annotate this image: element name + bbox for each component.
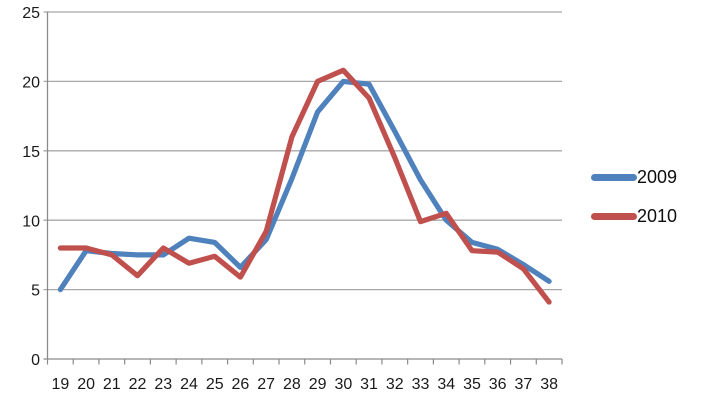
x-tick-label: 27 bbox=[257, 376, 275, 393]
y-tick-label: 10 bbox=[22, 213, 40, 230]
x-tick-label: 20 bbox=[77, 376, 95, 393]
x-tick-label: 37 bbox=[515, 376, 533, 393]
x-tick-label: 22 bbox=[129, 376, 147, 393]
y-tick-label: 0 bbox=[31, 352, 40, 369]
legend-label-2009: 2009 bbox=[637, 167, 678, 187]
series-line-2009[interactable] bbox=[57, 78, 552, 293]
x-tick-label: 31 bbox=[360, 376, 378, 393]
y-tick-label: 5 bbox=[31, 283, 40, 300]
x-tick-label: 30 bbox=[334, 376, 352, 393]
x-tick-label: 19 bbox=[51, 376, 69, 393]
x-tick-label: 38 bbox=[540, 376, 558, 393]
x-tick-label: 21 bbox=[103, 376, 121, 393]
y-tick-label: 20 bbox=[22, 74, 40, 91]
x-tick-label: 34 bbox=[437, 376, 455, 393]
x-tick-label: 26 bbox=[232, 376, 250, 393]
x-tick-label: 23 bbox=[154, 376, 172, 393]
legend-item-2010[interactable]: 2010 bbox=[591, 206, 677, 226]
x-tick-label: 35 bbox=[463, 376, 481, 393]
legend-swatch-2009 bbox=[591, 173, 637, 181]
legend-item-2009[interactable]: 2009 bbox=[591, 167, 677, 187]
x-tick-label: 32 bbox=[386, 376, 404, 393]
x-tick-label: 28 bbox=[283, 376, 301, 393]
x-tick-label: 33 bbox=[412, 376, 430, 393]
legend-label-2010: 2010 bbox=[637, 206, 678, 226]
y-tick-label: 25 bbox=[22, 5, 40, 22]
y-tick-label: 15 bbox=[22, 144, 40, 161]
x-tick-label: 24 bbox=[180, 376, 198, 393]
legend: 2009 2010 bbox=[591, 167, 677, 226]
legend-swatch-2010 bbox=[591, 212, 637, 220]
series-line-2010[interactable] bbox=[57, 67, 552, 305]
x-tick-label: 25 bbox=[206, 376, 224, 393]
x-tick-label: 36 bbox=[489, 376, 507, 393]
x-tick-label: 29 bbox=[309, 376, 327, 393]
